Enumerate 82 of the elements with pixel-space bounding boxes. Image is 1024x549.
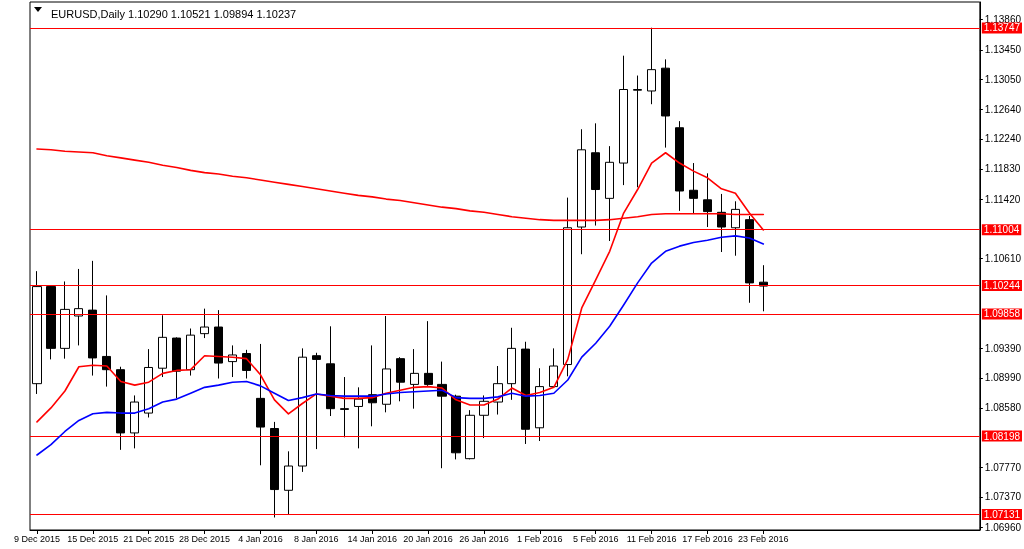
x-tick-label: 8 Jan 2016 (294, 533, 339, 544)
x-tick-label: 5 Feb 2016 (572, 533, 619, 544)
candlestick (647, 27, 656, 105)
candlestick (717, 193, 726, 253)
candlestick (46, 285, 56, 360)
candlestick (703, 172, 712, 228)
y-tick-label: 1.08580 (984, 402, 1022, 414)
x-tick-label: 14 Jan 2016 (347, 533, 397, 544)
ref-line-label: 1.13747 (983, 22, 1021, 34)
ref-line-label: 1.10244 (983, 280, 1021, 292)
candlestick (577, 128, 586, 255)
ref-line-label: 1.08198 (983, 430, 1021, 442)
candlestick (186, 328, 195, 377)
candlestick (242, 349, 251, 380)
candlestick (312, 352, 321, 450)
y-tick-label: 1.11830 (984, 163, 1021, 175)
x-tick-label: 11 Feb 2016 (626, 533, 677, 544)
candlestick (535, 367, 544, 442)
candlestick (563, 197, 572, 377)
x-tick-label: 28 Dec 2015 (179, 533, 231, 544)
candlestick (326, 325, 335, 417)
y-tick-label: 1.13050 (984, 73, 1022, 85)
candlestick (521, 341, 530, 445)
candlestick (172, 336, 181, 399)
y-tick-label: 1.10610 (984, 253, 1022, 265)
candlestick (32, 270, 42, 395)
candlestick (340, 376, 349, 438)
candlestick (396, 356, 405, 402)
candlestick (689, 162, 698, 214)
candlestick (451, 394, 461, 460)
candlestick (298, 347, 307, 473)
y-tick-label: 1.09390 (984, 342, 1022, 354)
candlestick (633, 75, 642, 188)
candlestick (424, 320, 433, 387)
line-series (36, 235, 765, 456)
candlestick (410, 348, 419, 410)
ref-line-label: 1.07131 (983, 508, 1021, 520)
candlestick (256, 343, 265, 466)
candlestick (130, 394, 139, 449)
candlestick (549, 347, 558, 388)
y-tick-label: 1.13450 (984, 44, 1022, 56)
candlestick (507, 327, 516, 401)
candlestick (158, 314, 167, 378)
y-tick-label: 1.08990 (984, 372, 1022, 384)
ref-line-label: 1.11004 (983, 224, 1020, 236)
candlestick (144, 348, 153, 418)
candlestick (619, 55, 628, 186)
candlestick (675, 120, 684, 212)
x-tick-label: 21 Dec 2015 (123, 533, 175, 544)
candlestick (60, 280, 70, 360)
text: EURUSD,Daily 1.10290 1.10521 1.09894 1.10237 (51, 7, 297, 20)
candlestick (591, 122, 600, 227)
candlestick (382, 315, 391, 413)
y-tick-label: 1.12240 (984, 133, 1022, 145)
candlestick (354, 386, 363, 449)
candlestick (200, 308, 209, 339)
y-tick-label: 1.11420 (984, 193, 1021, 205)
candlestick (270, 421, 279, 518)
candlestick (605, 145, 614, 242)
y-tick-label: 1.07770 (984, 461, 1022, 473)
ref-line-label: 1.09858 (983, 308, 1021, 320)
candlestick (74, 268, 83, 346)
candlestick (284, 450, 293, 516)
x-tick-label: 15 Dec 2015 (67, 533, 119, 544)
candlestick (661, 58, 670, 149)
x-tick-label: 17 Feb 2016 (682, 533, 733, 544)
y-tick-label: 1.07370 (984, 491, 1022, 503)
candlestick (745, 215, 754, 304)
candlestick (88, 260, 97, 377)
y-tick-label: 1.06960 (984, 521, 1022, 533)
candlestick (731, 200, 740, 257)
y-tick-label: 1.12640 (984, 103, 1022, 115)
x-tick-label: 9 Dec 2015 (13, 533, 61, 544)
candlestick (102, 294, 111, 388)
candlestick (116, 366, 125, 451)
x-tick-label: 23 Feb 2016 (738, 533, 789, 544)
x-tick-label: 20 Jan 2016 (403, 533, 453, 544)
x-tick-label: 4 Jan 2016 (238, 533, 283, 544)
candlestick (465, 409, 475, 460)
candlestick (214, 309, 223, 380)
x-tick-label: 26 Jan 2016 (459, 533, 509, 544)
x-tick-label: 1 Feb 2016 (517, 533, 563, 544)
